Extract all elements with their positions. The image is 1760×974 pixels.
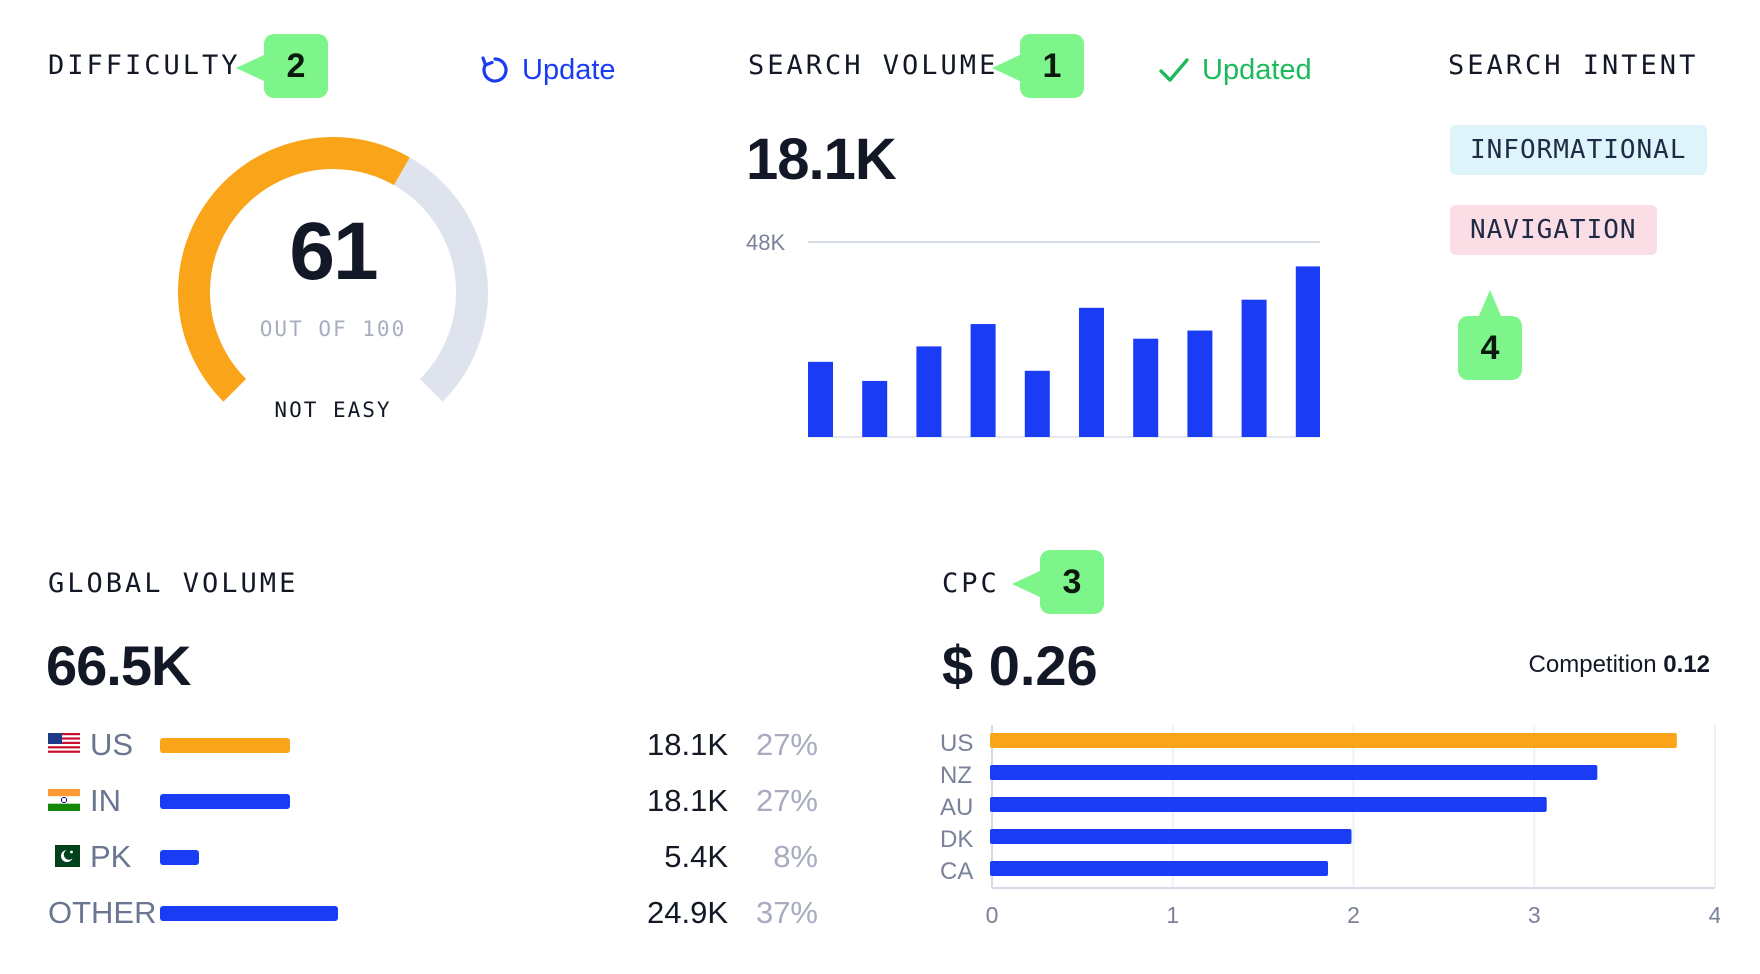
cpc-bar [990, 765, 1598, 780]
country-volume: 24.9K [646, 895, 728, 930]
cpc-bar [990, 733, 1677, 748]
country-share-bar [160, 906, 338, 921]
intent-tag-informational[interactable]: INFORMATIONAL [1450, 125, 1707, 175]
update-label: Update [522, 53, 616, 86]
cpc-value: $ 0.26 [942, 634, 1098, 697]
difficulty-out-of: OUT OF 100 [259, 317, 407, 341]
global-volume-title: GLOBAL VOLUME [48, 568, 299, 599]
search-intent-title: SEARCH INTENT [1448, 50, 1699, 81]
refresh-icon [481, 56, 508, 83]
search-volume-title: SEARCH VOLUME [748, 50, 999, 81]
cpc-category-label: AU [940, 794, 973, 821]
sv-bar [1241, 299, 1267, 437]
sv-bar [1187, 330, 1213, 437]
difficulty-title: DIFFICULTY [48, 50, 241, 81]
cpc-x-tick: 4 [1709, 902, 1720, 928]
sv-bar [808, 361, 833, 437]
competition-value: 0.12 [1663, 651, 1710, 678]
search-volume-value: 18.1K [746, 127, 897, 192]
country-row-other: OTHER 24.9K 37% [48, 893, 818, 933]
country-row-in: IN 18.1K 27% [48, 781, 818, 821]
sv-bar [970, 324, 996, 437]
competition: Competition 0.12 [1529, 651, 1710, 679]
updated-label: Updated [1202, 53, 1312, 86]
annotation-badge-4: 4 [1458, 290, 1522, 380]
cpc-category-label: CA [940, 858, 973, 885]
sv-bar [1079, 307, 1104, 437]
cpc-bar [990, 797, 1547, 812]
country-percent: 8% [773, 839, 818, 874]
country-percent: 27% [755, 727, 818, 762]
country-code: US [90, 727, 134, 762]
updated-status: Updated [1158, 50, 1312, 90]
annotation-badge-3: 3 [1012, 550, 1104, 614]
country-volume: 5.4K [664, 839, 728, 874]
cpc-category-label: US [940, 730, 973, 757]
sv-bar [1133, 338, 1159, 437]
us-flag-icon [48, 733, 80, 755]
cpc-x-tick: 0 [986, 902, 999, 928]
intent-tag-navigation[interactable]: NAVIGATION [1450, 205, 1657, 255]
gauge-fill [178, 137, 410, 402]
annotation-badge-1: 1 [992, 34, 1084, 98]
country-volume: 18.1K [646, 727, 728, 762]
country-share-bar [160, 794, 290, 809]
cpc-title: CPC [942, 568, 1000, 599]
search-volume-chart: 48K [746, 230, 1320, 438]
difficulty-rating: NOT EASY [274, 398, 392, 422]
in-flag-icon [48, 789, 80, 811]
country-percent: 37% [755, 895, 818, 930]
country-share-bar [160, 850, 199, 865]
cpc-x-tick: 3 [1528, 902, 1541, 928]
check-icon [1159, 58, 1189, 82]
country-code: IN [90, 783, 121, 818]
annotation-badge-2: 2 [236, 34, 328, 98]
country-row-us: US 18.1K 27% [48, 725, 818, 765]
competition-label: Competition [1528, 651, 1657, 678]
country-code: PK [90, 839, 132, 874]
update-button[interactable]: Update [480, 50, 616, 90]
country-percent: 27% [755, 783, 818, 818]
gauge-track [393, 157, 488, 402]
sv-bar [916, 346, 942, 437]
country-volume: 18.1K [646, 783, 728, 818]
sv-bar [1295, 266, 1320, 437]
cpc-category-label: NZ [940, 762, 972, 789]
cpc-category-label: DK [940, 826, 973, 853]
cpc-chart: US NZ AU DK CA 0 1 2 3 4 [940, 725, 1720, 928]
country-row-pk: PK 5.4K 8% [48, 837, 818, 877]
country-share-bar [160, 738, 290, 753]
pk-flag-icon [48, 845, 80, 867]
sv-bar [1024, 370, 1050, 437]
sv-axis-label: 48K [746, 230, 785, 255]
difficulty-gauge [178, 137, 488, 402]
global-volume-value: 66.5K [46, 634, 191, 697]
cpc-bar [990, 829, 1352, 844]
cpc-x-tick: 2 [1347, 902, 1360, 928]
cpc-x-tick: 1 [1166, 902, 1179, 928]
sv-bar [862, 380, 888, 437]
country-code: OTHER [48, 895, 157, 930]
cpc-bar [990, 861, 1329, 876]
difficulty-score: 61 [289, 206, 378, 297]
